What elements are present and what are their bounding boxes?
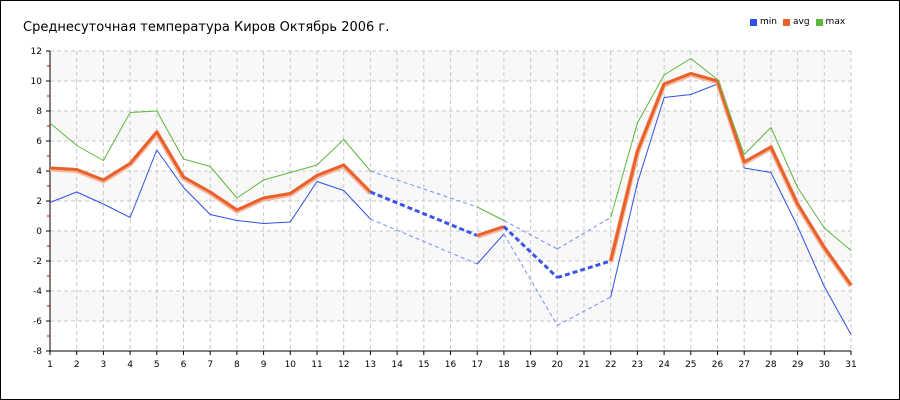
y-tick-label: -8 [33,347,42,357]
series-avg-interpolated [369,190,478,237]
y-tick-label: -6 [33,317,42,327]
x-tick-label: 22 [605,360,616,370]
series-min-line [476,233,505,265]
y-tick-label: 0 [36,227,42,237]
x-tick-label: 16 [445,360,457,370]
series-avg-interpolated [556,259,612,279]
x-tick-label: 13 [365,360,376,370]
x-tick-label: 12 [338,360,349,370]
series-min-interpolated [557,296,611,326]
series-max-interpolated [503,220,558,250]
legend-label: avg [792,17,810,27]
x-tick-label: 2 [74,360,80,370]
x-tick-label: 1 [47,360,53,370]
y-tick-label: 6 [36,137,42,147]
series-avg-line [49,130,372,212]
y-tick-label: 12 [31,47,42,57]
x-tick-label: 10 [285,360,297,370]
x-tick-label: 30 [819,360,831,370]
y-tick-label: 2 [36,197,42,207]
series-max-interpolated [370,170,478,208]
y-tick-label: -4 [33,287,42,297]
x-tick-label: 19 [525,360,537,370]
x-tick-label: 25 [685,360,696,370]
x-tick-label: 3 [101,360,107,370]
x-tick-label: 17 [471,360,482,370]
y-tick-label: 8 [36,107,42,117]
x-tick-label: 24 [658,360,670,370]
x-tick-label: 9 [261,360,267,370]
legend-label: max [825,17,846,27]
x-tick-label: 6 [181,360,187,370]
series-max-line [49,110,371,199]
series-min-interpolated [370,218,478,265]
x-tick-label: 27 [738,360,749,370]
legend-label: min [760,17,777,27]
series-min-interpolated [503,233,558,326]
legend-swatch [782,18,790,26]
y-tick-label: -2 [33,257,42,267]
x-tick-label: 4 [127,360,133,370]
legend-item-avg: avg [782,17,810,27]
x-tick-label: 31 [845,360,856,370]
x-tick-label: 26 [712,360,724,370]
series-max-line [476,206,505,221]
legend-item-min: min [750,17,777,27]
legend-swatch [815,18,823,26]
legend-swatch [750,18,757,26]
series-avg-interpolated [502,225,559,279]
series-max-line [610,58,852,251]
y-tick-label: 4 [36,167,42,177]
series-avg-line [609,72,853,286]
series-avg-line [476,225,505,237]
chart-title: Среднесуточная температура Киров Октябрь… [23,20,390,35]
series-min-line [49,149,371,224]
legend: min avg max [750,17,845,27]
x-tick-label: 20 [552,360,564,370]
x-tick-label: 23 [632,360,643,370]
y-tick-label: 10 [31,77,43,87]
x-tick-label: 11 [311,360,322,370]
x-tick-label: 8 [234,360,240,370]
x-tick-label: 7 [207,360,213,370]
x-tick-label: 15 [418,360,429,370]
x-tick-label: 21 [578,360,589,370]
x-tick-label: 28 [765,360,777,370]
series-max-interpolated [557,217,611,250]
x-tick-label: 14 [391,360,403,370]
x-tick-label: 18 [498,360,510,370]
x-tick-label: 29 [792,360,804,370]
x-tick-label: 5 [154,360,160,370]
legend-item-max: max [815,17,846,27]
